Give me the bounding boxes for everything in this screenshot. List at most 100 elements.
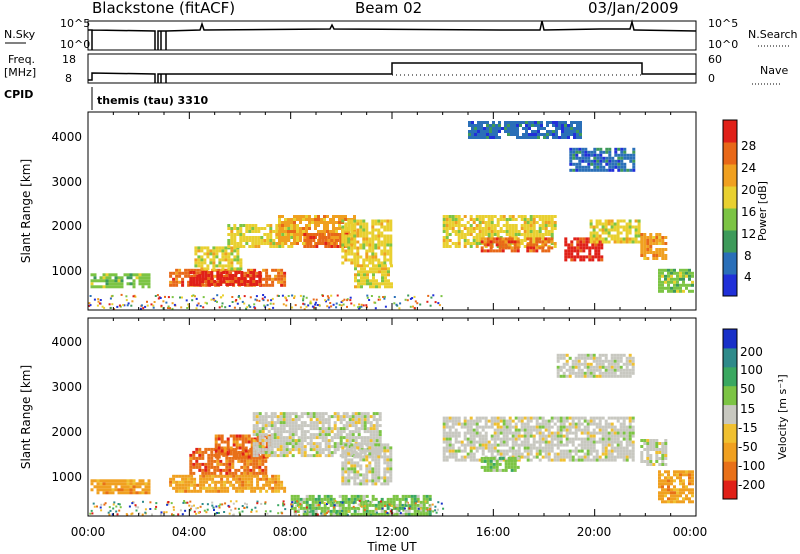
velocity-cell <box>195 456 199 460</box>
velocity-cell <box>258 436 262 440</box>
power-cell <box>570 133 573 136</box>
power-cell <box>389 249 393 253</box>
nsearch-label: N.Search <box>748 28 798 41</box>
velocity-cell <box>511 452 515 456</box>
velocity-cell <box>189 462 193 466</box>
power-cell <box>587 165 591 169</box>
power-cell <box>597 249 601 253</box>
power-speckle <box>122 304 125 306</box>
power-cell <box>311 221 314 224</box>
velocity-cell <box>664 491 667 495</box>
velocity-cell <box>667 491 670 495</box>
nsky-trace <box>88 19 697 50</box>
power-cell <box>501 249 505 253</box>
power-cell <box>218 261 222 265</box>
power-cell <box>579 237 583 241</box>
velocity-cell <box>422 500 426 504</box>
power-cell <box>531 124 534 127</box>
power-cell <box>608 153 612 157</box>
power-cell <box>262 268 266 272</box>
velocity-cell <box>469 434 473 438</box>
velocity-cell <box>342 430 346 434</box>
velocity-cell <box>175 483 179 487</box>
velocity-cell <box>288 418 292 422</box>
power-cell <box>381 282 384 286</box>
velocity-cell <box>252 439 256 443</box>
velocity-cell <box>389 512 393 516</box>
power-cell <box>327 236 331 239</box>
velocity-cell <box>380 455 384 459</box>
power-cell <box>535 240 539 244</box>
velocity-cell <box>568 440 572 444</box>
power-cell <box>365 228 369 232</box>
power-speckle <box>437 302 440 305</box>
velocity-cell <box>493 458 497 462</box>
velocity-cell <box>372 427 376 431</box>
power-cell <box>596 147 600 151</box>
power-cell <box>263 242 267 245</box>
velocity-cell <box>237 459 241 463</box>
velocity-cell <box>308 497 312 501</box>
velocity-cell <box>354 412 358 416</box>
power-cell <box>652 242 656 245</box>
power-cell <box>324 242 328 245</box>
power-cell <box>587 168 591 172</box>
power-cell <box>442 224 446 227</box>
velocity-cell <box>216 459 220 463</box>
power-cell <box>604 225 608 229</box>
velocity-cell <box>413 509 417 513</box>
power-speckle <box>256 299 258 302</box>
velocity-cell <box>350 512 354 516</box>
power-cell <box>222 277 226 280</box>
power-cell <box>442 239 446 242</box>
power-cell <box>386 252 390 256</box>
power-cell <box>664 268 667 272</box>
power-cell <box>363 279 366 283</box>
power-cell <box>484 227 488 230</box>
velocity-cell <box>486 459 490 463</box>
velocity-cell <box>220 483 224 487</box>
power-speckle <box>139 307 142 310</box>
power-speckle <box>340 301 343 303</box>
velocity-cell <box>448 428 452 432</box>
power-cell <box>323 218 326 221</box>
power-cell <box>454 218 458 221</box>
velocity-cell <box>320 497 324 501</box>
power-cell <box>499 215 503 218</box>
velocity-cell <box>383 446 387 450</box>
velocity-cell <box>404 512 408 516</box>
velocity-cell <box>214 474 218 478</box>
power-cell <box>528 121 531 124</box>
velocity-cell <box>442 416 446 420</box>
power-cell <box>579 249 583 253</box>
power-speckle <box>88 304 91 307</box>
velocity-cell <box>463 419 467 423</box>
velocity-cell <box>225 471 229 475</box>
power-speckle <box>234 300 237 303</box>
power-cell <box>203 246 207 250</box>
power-cell <box>360 267 363 271</box>
velocity-cell <box>181 480 185 484</box>
power-cell <box>610 228 614 232</box>
velocity-cell <box>261 442 265 446</box>
velocity-cell <box>214 434 218 438</box>
velocity-cell <box>535 431 539 435</box>
velocity-cell <box>362 509 366 513</box>
velocity-cell <box>682 482 685 486</box>
velocity-cell <box>114 482 118 486</box>
velocity-cell <box>308 503 312 507</box>
power-cell <box>582 237 586 241</box>
power-cell <box>347 258 351 262</box>
power-cell <box>481 221 485 224</box>
power-cell <box>531 133 534 136</box>
velocity-cell <box>363 418 367 422</box>
power-cell <box>329 242 332 245</box>
power-cell <box>664 242 668 245</box>
power-cell <box>579 136 582 139</box>
velocity-cell <box>357 412 361 416</box>
power-cell <box>640 242 644 245</box>
velocity-cell <box>288 436 292 440</box>
power-cell <box>594 255 598 259</box>
power-cell <box>372 264 375 268</box>
power-cell <box>564 127 567 130</box>
